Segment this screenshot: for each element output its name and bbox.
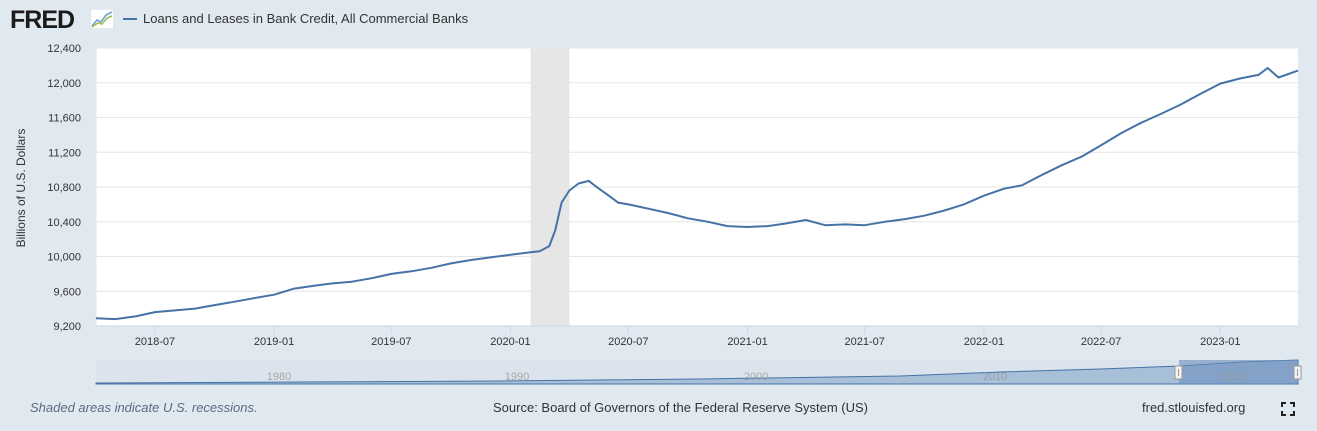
x-tick-label: 2021-07 <box>845 336 885 348</box>
y-tick-label: 12,000 <box>47 78 81 90</box>
x-tick-label: 2018-07 <box>135 336 175 348</box>
fred-link[interactable]: fred.stlouisfed.org <box>1142 400 1246 415</box>
y-tick-label: 10,800 <box>47 182 81 194</box>
y-tick-label: 9,600 <box>53 286 81 298</box>
fred-graph-logo-icon <box>90 9 114 29</box>
x-tick-label: 2023-01 <box>1200 336 1240 348</box>
y-tick-label: 12,400 <box>47 43 81 55</box>
y-axis-ticks: 9,200 9,600 10,000 10,400 10,800 11,200 11,600… <box>47 43 81 333</box>
grid-layer <box>95 47 1298 327</box>
navigator-year-labels: 1980 1990 2000 2010 2020 <box>267 371 1246 383</box>
chart: 9,200 9,600 10,000 10,400 10,800 11,200 11,600… <box>14 43 1302 385</box>
source-text: Source: Board of Governors of the Federa… <box>493 400 868 415</box>
series-line[interactable] <box>95 67 1299 321</box>
legend-label: Loans and Leases in Bank Credit, All Com… <box>143 11 469 26</box>
fred-logo[interactable]: FRED <box>10 6 75 34</box>
y-axis-label: Billions of U.S. Dollars <box>14 129 28 248</box>
legend-swatch <box>123 17 137 20</box>
x-tick-label: 2021-01 <box>727 336 767 348</box>
y-tick-label: 10,000 <box>47 252 81 264</box>
navigator-year-label: 2020 <box>1222 371 1246 383</box>
x-tick-label: 2019-01 <box>254 336 294 348</box>
y-tick-label: 11,600 <box>48 113 81 125</box>
navigator-year-label: 1990 <box>505 371 529 383</box>
fullscreen-icon[interactable] <box>1281 402 1295 416</box>
range-navigator[interactable]: 1980 1990 2000 2010 2020 <box>95 359 1302 385</box>
navigator-year-label: 1980 <box>267 371 291 383</box>
navigator-selection[interactable] <box>1179 360 1298 384</box>
x-axis-ticks: 2018-07 2019-01 2019-07 2020-01 2020-07 2021-… <box>96 325 1298 348</box>
recession-note: Shaded areas indicate U.S. recessions. <box>30 400 258 415</box>
legend[interactable]: Loans and Leases in Bank Credit, All Com… <box>123 11 468 26</box>
x-tick-label: 2022-07 <box>1081 336 1121 348</box>
y-tick-label: 11,200 <box>48 147 81 159</box>
navigator-year-label: 2000 <box>744 371 768 383</box>
y-tick-label: 10,400 <box>47 217 81 229</box>
x-tick-label: 2019-07 <box>371 336 411 348</box>
series-layer <box>95 67 1299 321</box>
x-tick-label: 2020-07 <box>608 336 648 348</box>
navigator-year-label: 2010 <box>983 371 1007 383</box>
x-tick-label: 2020-01 <box>490 336 530 348</box>
header: FRED Loans and Leases in Bank Credit, Al… <box>0 0 1317 40</box>
y-tick-label: 9,200 <box>53 321 81 333</box>
x-tick-label: 2022-01 <box>964 336 1004 348</box>
